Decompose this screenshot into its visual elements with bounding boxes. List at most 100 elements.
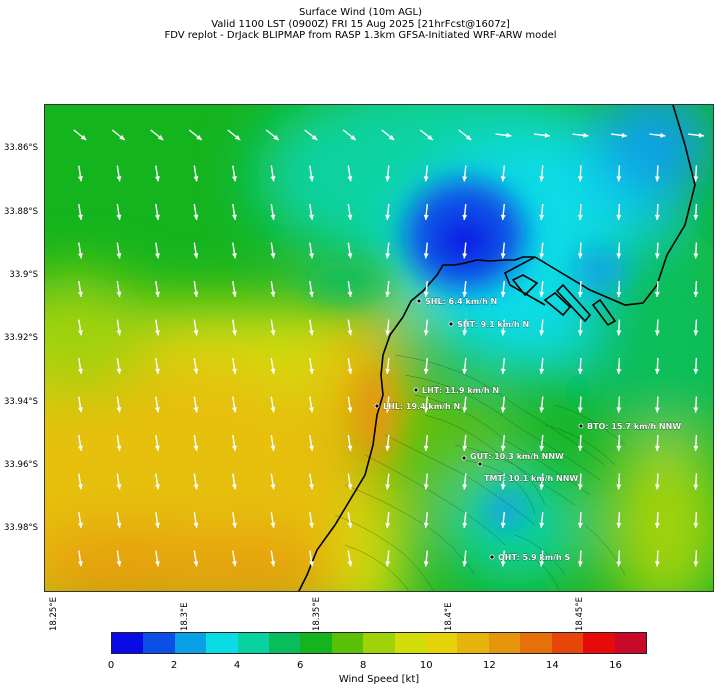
colorbar-tick: 10: [419, 660, 433, 671]
wind-arrow-head: [423, 407, 429, 413]
wind-arrow-head: [539, 176, 545, 182]
wind-arrow-head: [693, 330, 699, 336]
wind-arrow-head: [116, 176, 122, 182]
wind-arrow-head: [577, 445, 583, 451]
colorbar-tick: 16: [609, 660, 622, 671]
wind-arrow-head: [77, 253, 83, 259]
wind-arrow-head: [621, 132, 627, 138]
speed-field-detail: [305, 180, 625, 528]
wind-arrow-head: [347, 561, 353, 567]
wind-arrow-head: [193, 291, 199, 297]
wind-arrow-head: [693, 176, 699, 182]
colorbar-swatch: [112, 633, 144, 653]
station-marker-lht[interactable]: [413, 387, 419, 393]
wind-arrow-head: [539, 291, 545, 297]
colorbar-swatch: [206, 633, 238, 653]
lat-tick-label: 33.96°S: [4, 460, 38, 470]
wind-arrow-head: [462, 330, 468, 336]
wind-arrow-head: [385, 253, 391, 259]
wind-arrow-head: [539, 484, 545, 490]
wind-arrow-head: [423, 330, 429, 336]
wind-arrow-head: [385, 291, 391, 297]
wind-arrow-head: [270, 291, 276, 297]
station-label-sht: SHT: 9.1 km/h N: [457, 320, 529, 329]
wind-arrow-head: [347, 522, 353, 528]
wind-arrow-head: [270, 407, 276, 413]
colorbar-swatch: [143, 633, 175, 653]
station-marker-tmt[interactable]: [477, 461, 483, 467]
wind-arrow-head: [693, 214, 699, 220]
wind-arrow-head: [193, 522, 199, 528]
wind-arrow-head: [77, 484, 83, 490]
colorbar-swatch: [551, 633, 584, 653]
wind-arrow-head: [577, 330, 583, 336]
wind-arrow-head: [616, 253, 622, 259]
wind-arrow-head: [577, 522, 583, 528]
station-label-lht: LHT: 11.9 km/h N: [422, 386, 499, 395]
wind-arrow-head: [616, 330, 622, 336]
wind-arrow-head: [231, 484, 237, 490]
lon-tick-label: 18.4°E: [444, 602, 454, 631]
wind-arrow-head: [270, 445, 276, 451]
wind-arrow-head: [654, 176, 660, 182]
station-marker-sht[interactable]: [448, 321, 454, 327]
wind-arrow-head: [270, 214, 276, 220]
wind-arrow-head: [270, 484, 276, 490]
wind-arrow-head: [347, 214, 353, 220]
wind-arrow-head: [539, 253, 545, 259]
colorbar-swatch: [488, 633, 521, 653]
lon-tick-label: 18.35°E: [312, 597, 322, 631]
wind-arrow-head: [270, 330, 276, 336]
wind-arrow-head: [347, 445, 353, 451]
wind-arrow-head: [270, 176, 276, 182]
wind-arrow-head: [462, 445, 468, 451]
station-markers: SHL: 6.4 km/h N SHT: 9.1 km/h N LHT: 11.9 …: [374, 297, 682, 562]
station-marker-bto[interactable]: [578, 423, 584, 429]
wind-arrow-head: [347, 368, 353, 374]
wind-arrow-head: [193, 445, 199, 451]
wind-arrow-head: [154, 407, 160, 413]
wind-arrow-head: [154, 176, 160, 182]
wind-arrow-head: [388, 134, 395, 140]
wind-arrow-head: [116, 330, 122, 336]
station-marker-gut[interactable]: [461, 455, 467, 461]
station-marker-oht[interactable]: [489, 554, 495, 560]
colorbar-tick: 14: [546, 660, 559, 671]
wind-arrow-head: [116, 484, 122, 490]
wind-arrow-head: [347, 330, 353, 336]
colorbar-label: Wind Speed [kt]: [338, 674, 420, 685]
wind-arrow-head: [308, 522, 314, 528]
station-marker-lhl[interactable]: [374, 403, 380, 409]
wind-arrow-head: [693, 291, 699, 297]
wind-arrow-head: [385, 176, 391, 182]
wind-arrow-head: [196, 134, 202, 140]
wind-arrow-head: [193, 330, 199, 336]
wind-arrow-head: [539, 330, 545, 336]
colorbar-swatch: [269, 633, 301, 653]
wind-arrow-head: [544, 132, 550, 138]
wind-arrow-head: [500, 368, 506, 374]
wind-arrow-head: [154, 291, 160, 297]
colorbar-swatch: [300, 633, 332, 653]
wind-arrow-head: [193, 368, 199, 374]
wind-arrow-head: [80, 134, 87, 140]
wind-arrow-head: [654, 368, 660, 374]
wind-arrow-head: [77, 561, 83, 567]
wind-arrow-head: [347, 253, 353, 259]
station-label-bto: BTO: 15.7 km/h NNW: [587, 422, 681, 431]
wind-arrow-head: [231, 253, 237, 259]
wind-arrow-head: [500, 291, 506, 297]
wind-arrow-head: [308, 253, 314, 259]
colorbar-swatch: [394, 633, 427, 653]
wind-arrow-head: [231, 214, 237, 220]
wind-arrow-head: [308, 561, 314, 567]
wind-arrow-head: [500, 407, 506, 413]
colorbar-tick: 8: [360, 660, 367, 671]
wind-arrow-head: [193, 484, 199, 490]
wind-arrow-head: [231, 330, 237, 336]
wind-arrow-head: [154, 368, 160, 374]
station-marker-shl[interactable]: [416, 298, 422, 304]
wind-arrow-head: [423, 522, 429, 528]
wind-arrow-head: [462, 561, 468, 567]
wind-arrow-head: [660, 132, 666, 138]
